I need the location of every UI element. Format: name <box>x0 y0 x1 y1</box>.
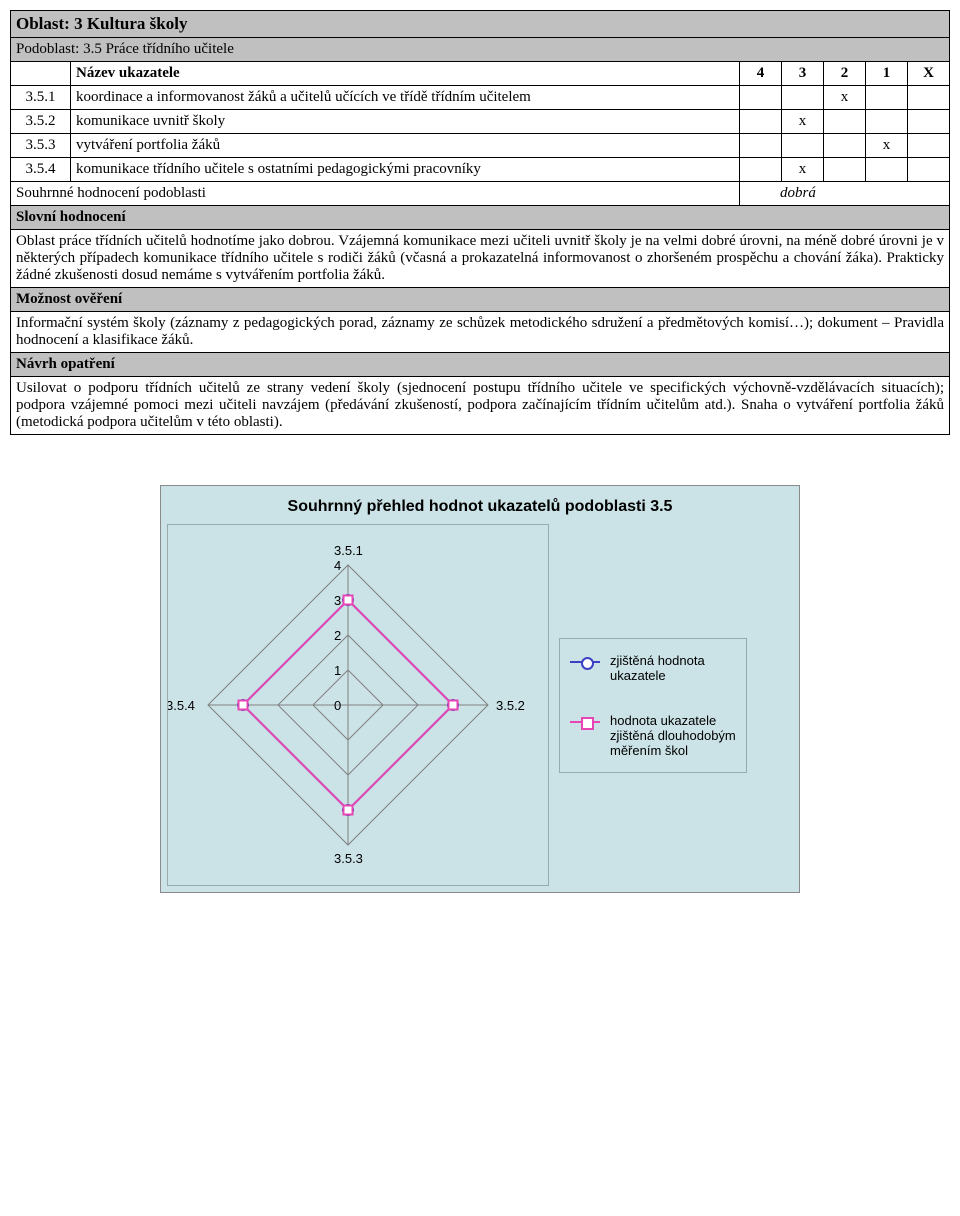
subsection-title: Podoblast: 3.5 Práce třídního učitele <box>11 38 950 62</box>
svg-text:3: 3 <box>334 593 341 608</box>
summary-row: Souhrnné hodnocení podoblasti dobrá <box>11 182 950 206</box>
svg-text:3.5.3: 3.5.3 <box>334 851 363 866</box>
mark <box>907 134 949 158</box>
col-1: 1 <box>865 62 907 86</box>
chart-legend: zjištěná hodnota ukazatele hodnota ukazat… <box>559 638 747 773</box>
measures-text: Usilovat o podporu třídních učitelů ze s… <box>11 377 950 435</box>
section-title: Oblast: 3 Kultura školy <box>11 11 950 38</box>
mark <box>907 158 949 182</box>
radar-chart-box: Souhrnný přehled hodnot ukazatelů podobl… <box>160 485 800 893</box>
svg-text:1: 1 <box>334 663 341 678</box>
mark <box>865 158 907 182</box>
row-label: vytváření portfolia žáků <box>71 134 740 158</box>
mark <box>865 110 907 134</box>
table-row: 3.5.3 vytváření portfolia žáků x <box>11 134 950 158</box>
svg-text:0: 0 <box>334 698 341 713</box>
summary-value: dobrá <box>739 182 949 206</box>
row-id: 3.5.2 <box>11 110 71 134</box>
row-id: 3.5.4 <box>11 158 71 182</box>
mark <box>739 158 781 182</box>
svg-text:4: 4 <box>334 558 341 573</box>
table-row: 3.5.4 komunikace třídního učitele s osta… <box>11 158 950 182</box>
measures-heading: Návrh opatření <box>11 353 950 377</box>
legend-item: hodnota ukazatele zjištěná dlouhodobým m… <box>568 713 738 758</box>
header-label: Název ukazatele <box>71 62 740 86</box>
mark: x <box>781 110 823 134</box>
radar-chart-wrap: Souhrnný přehled hodnot ukazatelů podobl… <box>160 485 800 893</box>
col-x: X <box>907 62 949 86</box>
row-id: 3.5.3 <box>11 134 71 158</box>
evaluation-table: Oblast: 3 Kultura školy Podoblast: 3.5 P… <box>10 10 950 435</box>
mark: x <box>781 158 823 182</box>
row-label: komunikace uvnitř školy <box>71 110 740 134</box>
mark <box>739 110 781 134</box>
verify-text: Informační systém školy (záznamy z pedag… <box>11 312 950 353</box>
col-4: 4 <box>739 62 781 86</box>
mark <box>739 134 781 158</box>
summary-label: Souhrnné hodnocení podoblasti <box>11 182 740 206</box>
legend-label: hodnota ukazatele zjištěná dlouhodobým m… <box>610 713 738 758</box>
mark <box>907 86 949 110</box>
verbal-heading: Slovní hodnocení <box>11 206 950 230</box>
mark <box>823 134 865 158</box>
mark: x <box>865 134 907 158</box>
legend-item: zjištěná hodnota ukazatele <box>568 653 738 683</box>
legend-label: zjištěná hodnota ukazatele <box>610 653 738 683</box>
mark <box>739 86 781 110</box>
header-row: Název ukazatele 4 3 2 1 X <box>11 62 950 86</box>
svg-text:3.5.2: 3.5.2 <box>496 698 525 713</box>
row-id: 3.5.1 <box>11 86 71 110</box>
verify-heading: Možnost ověření <box>11 288 950 312</box>
row-label: koordinace a informovanost žáků a učitel… <box>71 86 740 110</box>
subsection-title-row: Podoblast: 3.5 Práce třídního učitele <box>11 38 950 62</box>
chart-title: Souhrnný přehled hodnot ukazatelů podobl… <box>167 498 793 516</box>
svg-text:3.5.1: 3.5.1 <box>334 543 363 558</box>
col-3: 3 <box>781 62 823 86</box>
svg-text:2: 2 <box>334 628 341 643</box>
radar-chart: 0 1 2 3 43.5.1 3.5.2 3.5.3 3.5.4 <box>167 524 549 886</box>
table-row: 3.5.1 koordinace a informovanost žáků a … <box>11 86 950 110</box>
col-2: 2 <box>823 62 865 86</box>
table-row: 3.5.2 komunikace uvnitř školy x <box>11 110 950 134</box>
verbal-text: Oblast práce třídních učitelů hodnotíme … <box>11 230 950 288</box>
mark <box>823 110 865 134</box>
row-label: komunikace třídního učitele s ostatními … <box>71 158 740 182</box>
svg-text:3.5.4: 3.5.4 <box>167 698 195 713</box>
mark <box>865 86 907 110</box>
mark <box>781 86 823 110</box>
section-title-row: Oblast: 3 Kultura školy <box>11 11 950 38</box>
mark <box>781 134 823 158</box>
mark: x <box>823 86 865 110</box>
mark <box>907 110 949 134</box>
mark <box>823 158 865 182</box>
